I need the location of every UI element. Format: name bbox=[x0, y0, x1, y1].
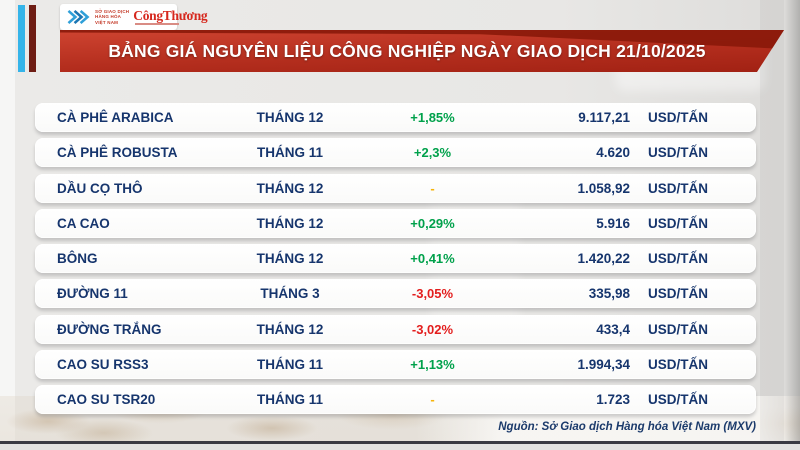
price-cell: 5.916 bbox=[596, 215, 630, 231]
price-cell: 1.723 bbox=[596, 392, 630, 408]
unit-cell: USD/TẤN bbox=[648, 251, 708, 267]
price-cell: 9.117,21 bbox=[578, 110, 630, 125]
right-edge-shadow bbox=[784, 0, 800, 450]
bottom-margin bbox=[0, 444, 800, 450]
change-cell: - bbox=[430, 180, 435, 196]
congthuong-logo: CôngThương bbox=[133, 9, 208, 26]
accent-stripe-maroon bbox=[29, 5, 36, 72]
price-cell: 433,4 bbox=[596, 321, 630, 337]
price-cell: 4.620 bbox=[596, 145, 630, 161]
unit-cell: USD/TẤN bbox=[648, 321, 708, 337]
month-cell: THÁNG 11 bbox=[256, 145, 324, 161]
price-cell: 1.994,34 bbox=[577, 357, 630, 373]
table-row: CA CAO THÁNG 12 +0,29% 5.916 USD/TẤN bbox=[35, 208, 756, 238]
change-cell: +1,85% bbox=[410, 110, 455, 125]
unit-cell: USD/TẤN bbox=[648, 145, 708, 161]
change-cell: +0,41% bbox=[410, 251, 455, 267]
mxv-logo-text: SỞ GIAO DỊCH HÀNG HÓA VIỆT NAM bbox=[95, 9, 130, 25]
table-row: ĐƯỜNG 11 THÁNG 3 -3,05% 335,98 USD/TẤN bbox=[35, 279, 756, 309]
logo-box: SỞ GIAO DỊCH HÀNG HÓA VIỆT NAM CôngThươn… bbox=[60, 4, 208, 30]
price-cell: 335,98 bbox=[588, 286, 630, 302]
change-cell: - bbox=[430, 392, 435, 408]
month-cell: THÁNG 11 bbox=[256, 357, 324, 373]
title-banner: BẢNG GIÁ NGUYÊN LIỆU CÔNG NGHIỆP NGÀY GI… bbox=[60, 30, 784, 72]
table-row: CAO SU RSS3 THÁNG 11 +1,13% 1.994,34 USD… bbox=[35, 350, 756, 380]
table-row: BÔNG THÁNG 12 +0,41% 1.420,22 USD/TẤN bbox=[35, 244, 756, 274]
mxv-chevrons-icon bbox=[65, 9, 91, 25]
change-cell: -3,02% bbox=[411, 321, 454, 337]
month-cell: THÁNG 11 bbox=[256, 392, 324, 408]
commodity-cell: CÀ PHÊ ARABICA bbox=[57, 110, 174, 125]
table-row: CÀ PHÊ ARABICA THÁNG 12 +1,85% 9.117,21 … bbox=[35, 103, 756, 132]
month-cell: THÁNG 12 bbox=[256, 251, 324, 267]
price-table: CÀ PHÊ ARABICA THÁNG 12 +1,85% 9.117,21 … bbox=[35, 103, 756, 421]
unit-cell: USD/TẤN bbox=[648, 180, 708, 196]
change-cell: +1,13% bbox=[410, 357, 455, 373]
accent-stripe-cyan bbox=[18, 5, 25, 72]
table-row: ĐƯỜNG TRẮNG THÁNG 12 -3,02% 433,4 USD/TẤ… bbox=[35, 314, 756, 344]
unit-cell: USD/TẤN bbox=[648, 110, 708, 125]
table-row: CÀ PHÊ ROBUSTA THÁNG 11 +2,3% 4.620 USD/… bbox=[35, 138, 756, 168]
congthuong-tagline-bar bbox=[135, 23, 180, 26]
change-cell: -3,05% bbox=[411, 286, 454, 302]
unit-cell: USD/TẤN bbox=[648, 286, 708, 302]
unit-cell: USD/TẤN bbox=[648, 392, 708, 408]
unit-cell: USD/TẤN bbox=[648, 357, 708, 373]
commodity-cell: CAO SU TSR20 bbox=[57, 392, 156, 408]
commodity-cell: ĐƯỜNG 11 bbox=[57, 286, 128, 302]
change-cell: +2,3% bbox=[413, 145, 452, 161]
commodity-cell: ĐƯỜNG TRẮNG bbox=[57, 321, 162, 337]
month-cell: THÁNG 12 bbox=[256, 180, 324, 196]
source-note: Nguồn: Sở Giao dịch Hàng hóa Việt Nam (M… bbox=[498, 421, 756, 433]
bottom-border-line bbox=[0, 441, 800, 444]
unit-cell: USD/TẤN bbox=[648, 215, 708, 231]
commodity-cell: DẦU CỌ THÔ bbox=[57, 180, 143, 196]
table-row: CAO SU TSR20 THÁNG 11 - 1.723 USD/TẤN bbox=[35, 385, 756, 415]
change-cell: +0,29% bbox=[410, 215, 455, 231]
price-cell: 1.420,22 bbox=[577, 251, 630, 267]
commodity-cell: CAO SU RSS3 bbox=[57, 357, 149, 373]
page-title: BẢNG GIÁ NGUYÊN LIỆU CÔNG NGHIỆP NGÀY GI… bbox=[108, 40, 706, 61]
month-cell: THÁNG 12 bbox=[256, 110, 324, 125]
month-cell: THÁNG 12 bbox=[256, 321, 324, 337]
commodity-cell: BÔNG bbox=[57, 251, 98, 267]
commodity-cell: CA CAO bbox=[57, 215, 110, 231]
right-margin-shade bbox=[760, 0, 784, 450]
table-row: DẦU CỌ THÔ THÁNG 12 - 1.058,92 USD/TẤN bbox=[35, 173, 756, 203]
month-cell: THÁNG 3 bbox=[260, 286, 320, 302]
month-cell: THÁNG 12 bbox=[256, 215, 324, 231]
left-margin bbox=[0, 0, 15, 450]
price-cell: 1.058,92 bbox=[577, 180, 630, 196]
commodity-cell: CÀ PHÊ ROBUSTA bbox=[57, 145, 178, 161]
